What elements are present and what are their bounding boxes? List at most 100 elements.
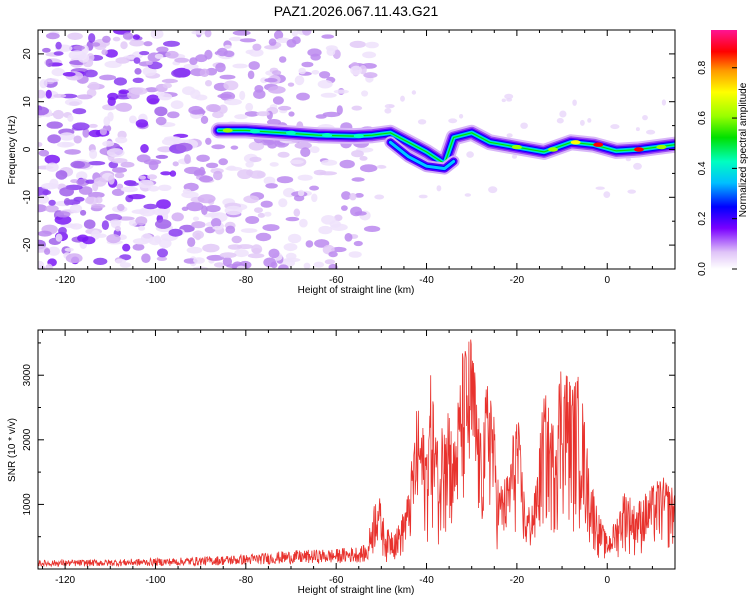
spectrogram-y-ticks: -20 -10 0 10 20 — [22, 29, 675, 270]
colorbar-ticks: 0.0 0.2 0.4 0.6 0.8 — [697, 60, 737, 276]
noise-blob — [635, 127, 640, 132]
noise-blob — [119, 262, 131, 268]
noise-blob — [309, 185, 319, 191]
noise-blob — [122, 32, 134, 40]
noise-blob — [305, 240, 314, 248]
noise-blob — [109, 219, 122, 225]
noise-blob — [184, 154, 191, 164]
noise-blob — [276, 37, 291, 43]
noise-blob — [160, 171, 172, 176]
noise-blob — [245, 216, 260, 224]
snr-x-tick-label: -80 — [239, 575, 254, 586]
noise-blob — [320, 92, 337, 98]
noise-blob — [287, 233, 302, 244]
noise-blob — [213, 170, 223, 181]
noise-blob — [45, 58, 53, 68]
noise-blob — [192, 230, 204, 240]
ridge-hotspot — [353, 133, 364, 139]
noise-blob — [353, 240, 363, 247]
snr-x-label: Height of straight line (km) — [298, 585, 415, 596]
noise-blob — [181, 191, 199, 199]
noise-blob — [642, 115, 648, 121]
noise-blob — [45, 205, 59, 213]
noise-blob — [249, 170, 266, 179]
snr-x-ticks: -120 -100 -80 -60 -40 -20 0 — [42, 330, 676, 586]
noise-blob — [300, 147, 311, 158]
noise-blob — [297, 174, 313, 181]
noise-blob — [167, 111, 180, 119]
noise-blob — [278, 198, 288, 208]
noise-blob — [67, 32, 83, 40]
noise-blob — [191, 221, 206, 229]
noise-blob — [237, 169, 253, 180]
noise-blob — [76, 94, 93, 100]
noise-blob — [321, 159, 338, 166]
noise-blob — [137, 179, 154, 189]
noise-blob — [102, 104, 117, 111]
noise-blob — [363, 225, 381, 232]
noise-blob — [249, 156, 262, 163]
noise-blob — [267, 119, 281, 126]
noise-blob — [161, 78, 178, 84]
noise-blob — [293, 208, 301, 217]
noise-blob — [91, 42, 101, 47]
noise-blob — [91, 203, 106, 209]
noise-blob — [248, 48, 264, 57]
noise-blob — [298, 67, 307, 75]
noise-blob — [296, 92, 310, 101]
noise-blob — [62, 72, 76, 77]
snr-y-tick-label: 1000 — [22, 493, 33, 516]
colorbar-tick-label: 0.2 — [697, 211, 708, 225]
noise-blob — [39, 79, 48, 89]
colorbar-tick-label: 0.6 — [697, 111, 708, 125]
noise-blob — [520, 122, 528, 129]
noise-blob — [328, 251, 338, 258]
spectrogram-x-tick-label: -20 — [510, 275, 525, 286]
noise-blob — [138, 225, 146, 231]
noise-blob — [88, 161, 106, 166]
noise-blob — [95, 196, 103, 204]
noise-blob — [172, 161, 179, 167]
noise-blob — [319, 171, 338, 176]
noise-blob — [376, 164, 386, 169]
noise-blob — [247, 253, 265, 259]
noise-blob — [384, 108, 392, 114]
noise-blob — [95, 233, 107, 238]
noise-blob — [223, 80, 239, 91]
noise-blob — [336, 105, 343, 115]
noise-blob — [204, 30, 212, 38]
noise-blob — [61, 142, 75, 147]
noise-blob — [55, 211, 71, 218]
noise-blob — [72, 108, 87, 115]
noise-blob — [272, 96, 284, 105]
noise-blob — [42, 47, 51, 53]
noise-blob — [114, 172, 125, 179]
noise-blob — [225, 225, 236, 234]
noise-blob — [72, 122, 90, 131]
noise-blob — [310, 146, 320, 154]
noise-blob — [88, 81, 100, 91]
noise-blob — [311, 70, 320, 75]
noise-blob — [208, 212, 220, 217]
noise-blob — [186, 246, 203, 254]
noise-blob — [234, 114, 248, 120]
noise-blob — [488, 186, 498, 194]
noise-blob — [351, 105, 363, 111]
noise-blob — [59, 187, 74, 197]
noise-blob — [595, 186, 605, 190]
noise-blob — [213, 262, 226, 268]
noise-blob — [45, 263, 53, 269]
noise-blob — [163, 40, 180, 47]
noise-blob — [633, 162, 642, 170]
noise-blob — [93, 257, 108, 265]
noise-blob — [48, 199, 56, 206]
noise-blob — [129, 39, 145, 47]
noise-blob — [245, 161, 254, 168]
noise-blob — [268, 248, 280, 259]
noise-blob — [64, 247, 74, 252]
spectrogram-x-tick-label: -60 — [329, 275, 344, 286]
noise-blob — [559, 110, 567, 118]
noise-blob — [285, 216, 300, 222]
noise-blob — [52, 109, 64, 120]
